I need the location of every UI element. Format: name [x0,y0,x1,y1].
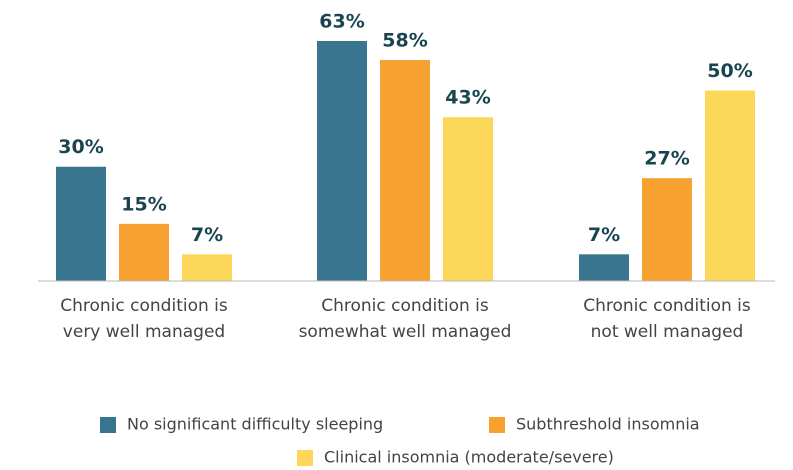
bar [119,223,169,281]
legend-swatch [100,417,116,433]
value-label: 7% [191,224,223,246]
x-tick-label: Chronic condition is [321,296,489,316]
x-tick-label: somewhat well managed [299,322,512,342]
bar [317,41,367,281]
x-tick-label: Chronic condition is [583,296,751,316]
x-tick-label: very well managed [63,322,225,342]
x-tick-label: not well managed [591,322,744,342]
bar [642,178,692,281]
value-label: 63% [319,11,364,33]
bar [579,254,629,281]
legend-label: Clinical insomnia (moderate/severe) [324,448,614,467]
legend-label: Subthreshold insomnia [516,415,700,434]
bar [56,166,106,281]
value-label: 27% [644,148,689,170]
x-tick-label: Chronic condition is [60,296,228,316]
legend-label: No significant difficulty sleeping [127,415,383,434]
bar [443,117,493,281]
value-label: 15% [121,193,166,215]
value-label: 50% [707,60,752,82]
bar [182,254,232,281]
bar [380,60,430,281]
legend-swatch [489,417,505,433]
value-label: 30% [58,136,103,158]
value-label: 7% [588,224,620,246]
value-label: 58% [382,30,427,52]
legend-swatch [297,450,313,466]
bar [705,90,755,282]
value-label: 43% [445,87,490,109]
